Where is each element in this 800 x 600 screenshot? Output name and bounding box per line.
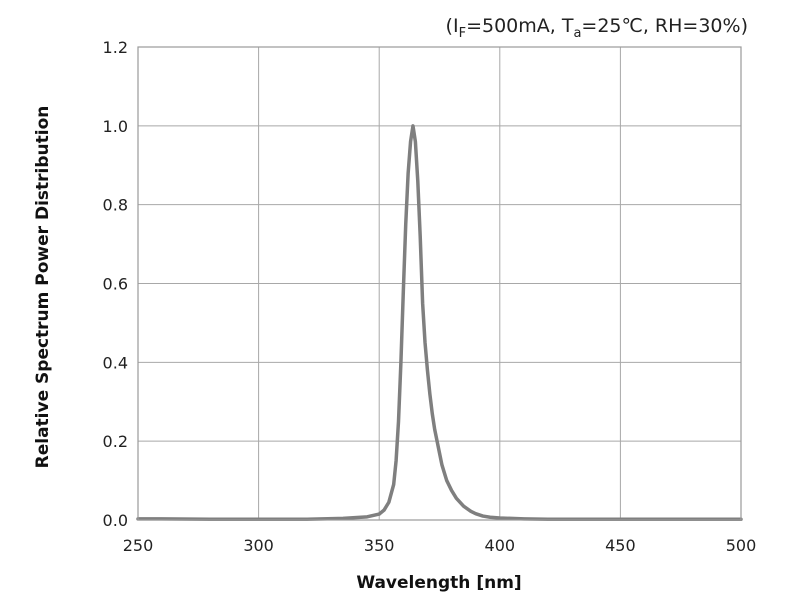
- y-tick-label: 0.6: [103, 275, 128, 294]
- y-axis-label: Relative Spectrum Power Distribution: [33, 106, 53, 469]
- condition-sub-ambient-temp: a: [573, 26, 581, 41]
- condition-mid: =500mA, T: [466, 15, 574, 37]
- condition-sub-forward-current: F: [459, 26, 466, 41]
- x-tick-label: 400: [485, 536, 516, 555]
- y-tick-label: 1.2: [103, 38, 128, 57]
- y-tick-label: 0.2: [103, 432, 128, 451]
- y-tick-labels: 0.0 0.2 0.4 0.6 0.8 1.0 1.2: [103, 38, 128, 530]
- plot-frame: [137, 46, 742, 521]
- x-tick-labels: 250 300 350 400 450 500: [123, 536, 757, 555]
- x-axis-label: Wavelength [nm]: [356, 573, 521, 593]
- x-tick-label: 500: [726, 536, 757, 555]
- condition-suffix: =25℃, RH=30%): [581, 15, 748, 37]
- spectrum-curve: [136, 124, 743, 521]
- test-condition-label: (IF=500mA, Ta=25℃, RH=30%): [446, 15, 748, 41]
- x-tick-label: 300: [243, 536, 274, 555]
- y-tick-label: 0.8: [103, 196, 128, 215]
- x-tick-label: 250: [123, 536, 154, 555]
- y-tick-label: 1.0: [103, 117, 128, 136]
- y-tick-label: 0.4: [103, 353, 128, 372]
- x-tick-label: 450: [605, 536, 636, 555]
- x-tick-label: 350: [364, 536, 395, 555]
- y-tick-label: 0.0: [103, 511, 128, 530]
- plot-area: [136, 124, 743, 521]
- condition-prefix: (I: [446, 15, 459, 37]
